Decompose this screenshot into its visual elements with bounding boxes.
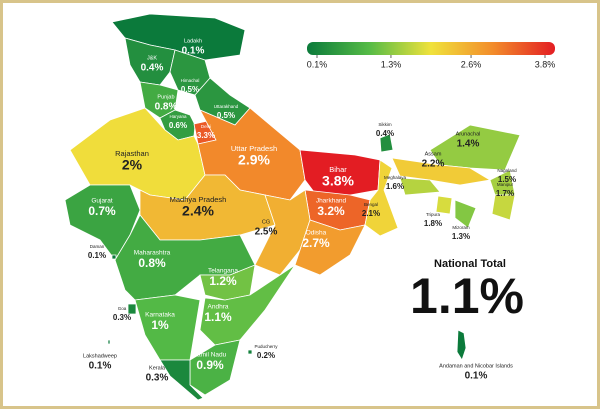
region-value: 1.7% (496, 189, 514, 198)
national-title: National Total (434, 258, 506, 270)
region-value: 0.8% (138, 256, 166, 270)
region (364, 159, 399, 237)
region-value: 0.7% (88, 204, 116, 218)
region-value: 2% (122, 157, 143, 173)
region-name: Uttar Pradesh (231, 144, 277, 153)
region-name: Assam (425, 151, 442, 157)
region-name: CG (262, 219, 270, 225)
region-value: 1.8% (424, 219, 442, 228)
region-value: 0.8% (155, 102, 178, 113)
region-name: Kerala (149, 365, 166, 371)
region (199, 264, 296, 346)
region-name: Karnataka (145, 312, 175, 319)
region-value: 1.6% (386, 182, 404, 191)
region-name: Tamil Nadu (194, 352, 227, 359)
region-value: 0.3% (113, 313, 131, 322)
region-name: Andaman and Nicobar Islands (439, 363, 513, 369)
region-name: Rajasthan (115, 149, 149, 158)
region-value: 0.5% (217, 111, 235, 120)
region-name: Telangana (208, 268, 238, 275)
national-value: 1.1% (410, 268, 524, 324)
region-name: Manipur (497, 182, 514, 187)
region (454, 199, 477, 229)
legend-tick-label: 0.1% (307, 59, 328, 69)
region-value: 0.3% (146, 373, 169, 384)
region-name: Arunachal (456, 131, 481, 137)
region-name: Nagaland (497, 168, 517, 173)
legend-tick-label: 2.6% (461, 59, 482, 69)
region (134, 294, 201, 361)
region-name: Daman (90, 244, 105, 249)
region-name: Tripura (426, 212, 441, 217)
region (294, 219, 366, 276)
region (399, 177, 441, 196)
region-name: Punjab (157, 94, 174, 100)
region-name: Gujarat (91, 198, 113, 205)
region-value: 1.4% (457, 139, 480, 150)
region-value: 0.4% (376, 129, 394, 138)
region-value: 2.5% (255, 227, 278, 238)
region (111, 254, 117, 260)
region-name: Lakshadweep (83, 353, 117, 359)
region (456, 329, 467, 361)
region-name: Odisha (306, 230, 327, 237)
region-name: Maharashtra (134, 250, 171, 257)
region-value: 2.1% (362, 209, 380, 218)
region-value: 0.2% (257, 351, 275, 360)
region-value: 0.1% (88, 251, 106, 260)
region-value: 0.5% (181, 85, 199, 94)
region-name: Sikkim (378, 122, 392, 127)
region (379, 133, 394, 153)
region-name: Goa (118, 306, 127, 311)
region-name: Meghalaya (384, 175, 407, 180)
region-value: 2.7% (302, 236, 330, 250)
region-value: 1.5% (498, 175, 516, 184)
legend-bar (307, 42, 555, 55)
region-value: 3.3% (197, 131, 215, 140)
region-name: Ladakh (184, 38, 202, 44)
region-value: 3.8% (322, 173, 354, 189)
region-value: 0.4% (141, 63, 164, 74)
region-name: Bengal (364, 202, 378, 207)
region (391, 157, 492, 186)
region-value: 1.3% (452, 232, 470, 241)
region-name: Delhi (201, 124, 211, 129)
legend-tick-label: 3.8% (535, 59, 556, 69)
region (124, 37, 176, 86)
region-name: J&K (147, 55, 157, 61)
region (159, 359, 204, 401)
region-name: Madhya Pradesh (170, 195, 227, 204)
region-name: Andhra (208, 304, 229, 311)
region-value: 0.9% (196, 358, 224, 372)
region-name: Puducherry (254, 344, 278, 349)
region (247, 349, 253, 355)
region-name: Haryana (169, 114, 187, 119)
region-value: 2.4% (182, 203, 214, 219)
region (107, 339, 111, 345)
region (435, 195, 453, 215)
region-value: 1.1% (204, 310, 232, 324)
region (491, 194, 516, 221)
region-name: Himachal (181, 78, 200, 83)
region-value: 3.2% (317, 204, 345, 218)
region (299, 149, 381, 201)
region (127, 303, 137, 315)
region-name: Jharkhand (316, 198, 347, 205)
region-value: 2.9% (238, 152, 270, 168)
region-value: 1% (151, 318, 169, 332)
region-value: 0.1% (465, 371, 488, 382)
region-value: 0.6% (169, 121, 187, 130)
region-name: Uttarakhand (214, 104, 239, 109)
legend-tick-label: 1.3% (381, 59, 402, 69)
region-value: 2.2% (422, 159, 445, 170)
region-value: 1.2% (209, 274, 237, 288)
region-name: Bihar (329, 165, 347, 174)
region-value: 0.1% (89, 361, 112, 372)
region-name: Mizoram (452, 225, 470, 230)
region-value: 0.1% (182, 46, 205, 57)
